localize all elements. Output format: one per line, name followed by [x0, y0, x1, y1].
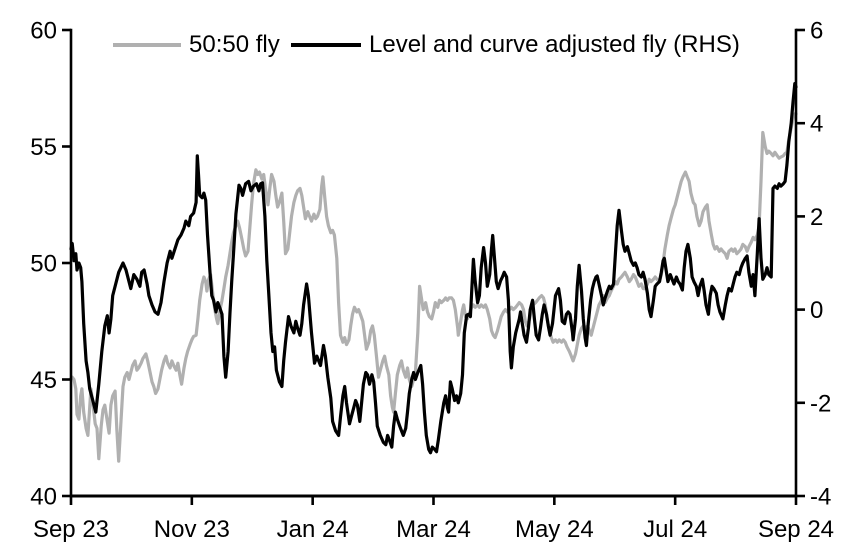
left-axis-tick-label: 45: [30, 367, 57, 394]
series-adjusted-fly-line: [69, 81, 798, 455]
gray-line-swatch: [113, 43, 181, 47]
x-axis-tick-label: Jul 24: [643, 516, 707, 543]
left-axis-tick-label: 60: [30, 18, 57, 45]
x-axis-tick-label: Nov 23: [154, 516, 230, 543]
x-axis-tick-label: Sep 23: [33, 516, 109, 543]
black-line-swatch: [291, 43, 361, 47]
right-axis-tick-label: -2: [810, 390, 831, 417]
right-axis-tick-label: 2: [810, 204, 823, 231]
left-axis-tick-label: 50: [30, 251, 57, 278]
left-axis-tick-label: 40: [30, 484, 57, 511]
legend-label-adjusted-fly: Level and curve adjusted fly (RHS): [369, 31, 740, 58]
x-axis-tick-label: Mar 24: [396, 516, 471, 543]
x-axis-tick-label: May 24: [515, 516, 594, 543]
right-axis-tick-label: 6: [810, 18, 823, 45]
legend-item-adjusted-fly: Level and curve adjusted fly (RHS): [291, 31, 740, 59]
right-axis-tick-label: 0: [810, 297, 823, 324]
x-axis-tick-label: Sep 24: [758, 516, 834, 543]
legend-item-5050-fly: 50:50 fly: [113, 31, 280, 59]
legend-label-5050-fly: 50:50 fly: [189, 31, 280, 58]
right-axis-tick-label: -4: [810, 484, 831, 511]
right-axis-tick-label: 4: [810, 111, 823, 138]
x-axis-tick-label: Jan 24: [277, 516, 349, 543]
left-axis-tick-label: 55: [30, 134, 57, 161]
series-5050-fly-line: [69, 112, 798, 463]
